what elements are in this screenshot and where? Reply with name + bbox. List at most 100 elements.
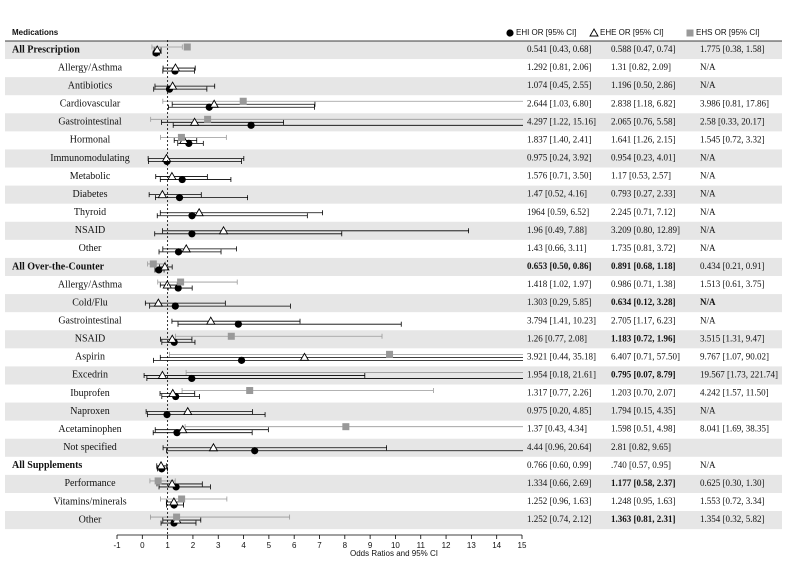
value-label: 1.354 [0.32, 5.82] <box>700 514 765 524</box>
value-label: 2.81 [0.82, 9.65] <box>611 442 671 452</box>
value-label: 1.418 [1.02, 1.97] <box>527 279 592 289</box>
x-tick-label: -1 <box>113 541 121 550</box>
value-label: N/A <box>700 80 716 90</box>
x-tick-label: 1 <box>165 541 170 550</box>
point <box>169 497 179 506</box>
x-tick-label: 2 <box>191 541 196 550</box>
value-label: 1964 [0.59, 6.52] <box>527 207 589 217</box>
row-band <box>5 40 782 60</box>
value-label: 3.209 [0.80, 12.89] <box>611 225 680 235</box>
row-label: Cardiovascular <box>60 99 121 110</box>
legend-label: EHI OR [95% CI] <box>516 28 576 37</box>
point <box>218 225 229 235</box>
value-label: 1.96 [0.49, 7.88] <box>527 225 587 235</box>
value-label: 0.766 [0.60, 0.99] <box>527 460 592 470</box>
point <box>171 302 179 310</box>
x-tick-label: 6 <box>292 541 297 550</box>
value-label: N/A <box>700 171 716 181</box>
point <box>157 189 168 199</box>
value-label: 1.26 [0.77, 2.08] <box>527 333 587 343</box>
x-tick-label: 15 <box>518 541 527 550</box>
value-label: 1.641 [1.26, 2.15] <box>611 134 676 144</box>
point <box>161 153 172 162</box>
point <box>342 423 350 431</box>
row-label: Not specified <box>63 442 117 453</box>
value-label: 1.37 [0.43, 4.34] <box>527 424 587 434</box>
row-label: Antibiotics <box>68 80 113 91</box>
value-label: 3.921 [0.44, 35.18] <box>527 351 596 361</box>
row-band <box>5 330 782 349</box>
point <box>174 248 183 256</box>
value-label: 2.838 [1.18, 6.82] <box>611 98 676 108</box>
row-band <box>5 77 782 96</box>
point <box>155 266 163 274</box>
row-label: Excedrin <box>72 370 108 381</box>
point <box>174 284 182 292</box>
value-label: 19.567 [1.73, 221.74] <box>700 370 778 380</box>
value-label: 2.245 [0.71, 7.12] <box>611 207 676 217</box>
value-label: 1.17 [0.53, 2.57] <box>611 171 671 181</box>
value-label: 0.986 [0.71, 1.38] <box>611 279 676 289</box>
point <box>177 424 188 434</box>
row-label: Diabetes <box>73 189 108 200</box>
point <box>160 262 170 271</box>
value-label: N/A <box>700 406 716 416</box>
x-tick-label: 5 <box>267 541 272 550</box>
value-label: 1.363 [0.81, 2.31] <box>611 514 676 524</box>
row-band <box>5 185 782 204</box>
x-axis-title: Odds Ratios and 95% CI <box>350 549 438 558</box>
value-label: 8.041 [1.69, 38.35] <box>700 424 769 434</box>
point <box>173 429 181 437</box>
point <box>246 387 254 395</box>
value-label: 1.252 [0.74, 2.12] <box>527 514 592 524</box>
point <box>208 442 219 452</box>
row-band <box>5 366 782 385</box>
value-label: 4.297 [1.22, 15.16] <box>527 116 596 126</box>
value-label: 1.334 [0.66, 2.69] <box>527 478 592 488</box>
point <box>227 332 235 340</box>
row-label: Acetaminophen <box>58 424 121 435</box>
point <box>247 121 255 129</box>
value-label: 3.986 [0.81, 17.86] <box>700 98 769 108</box>
point <box>149 260 157 268</box>
point <box>386 350 394 358</box>
legend-label: EHE OR [95% CI] <box>600 28 664 37</box>
row-label: Performance <box>64 478 116 489</box>
point <box>299 352 310 361</box>
value-label: N/A <box>700 297 716 307</box>
row-band <box>5 113 782 132</box>
value-label: 9.767 [1.07, 90.02] <box>700 351 769 361</box>
value-label: 0.975 [0.24, 3.92] <box>527 153 592 163</box>
row-label: Gastrointestinal <box>58 117 122 128</box>
point <box>175 194 184 202</box>
x-tick-label: 4 <box>241 541 246 550</box>
x-tick-label: 11 <box>417 541 426 550</box>
point <box>239 97 247 105</box>
point <box>167 81 178 90</box>
value-label: 1.43 [0.66, 3.11] <box>527 243 587 253</box>
value-label: 1.183 [0.72, 1.96] <box>611 333 676 343</box>
point <box>156 460 166 470</box>
point <box>167 334 178 343</box>
row-label: Vitamins/minerals <box>53 496 126 507</box>
row-label: Immunomodulating <box>50 153 129 164</box>
legend-marker <box>589 28 599 37</box>
point <box>153 298 164 307</box>
point <box>154 477 162 485</box>
row-backgrounds <box>5 40 782 530</box>
row-label: Metabolic <box>70 171 111 182</box>
value-label: 1.576 [0.71, 3.50] <box>527 171 592 181</box>
row-label: Aspirin <box>75 352 105 363</box>
value-label: 3.794 [1.41, 10.23] <box>527 315 596 325</box>
value-label: 6.407 [0.71, 57.50] <box>611 351 680 361</box>
point <box>167 479 177 488</box>
value-label: 0.975 [0.20, 4.85] <box>527 406 592 416</box>
value-label: 1.31 [0.82, 2.09] <box>611 62 671 72</box>
x-tick-label: 10 <box>391 541 400 550</box>
row-label: Hormonal <box>70 135 111 146</box>
value-label: 1.545 [0.72, 3.32] <box>700 134 765 144</box>
value-label: 1.775 [0.38, 1.58] <box>700 44 765 54</box>
point <box>204 115 212 123</box>
row-label: NSAID <box>75 225 106 236</box>
